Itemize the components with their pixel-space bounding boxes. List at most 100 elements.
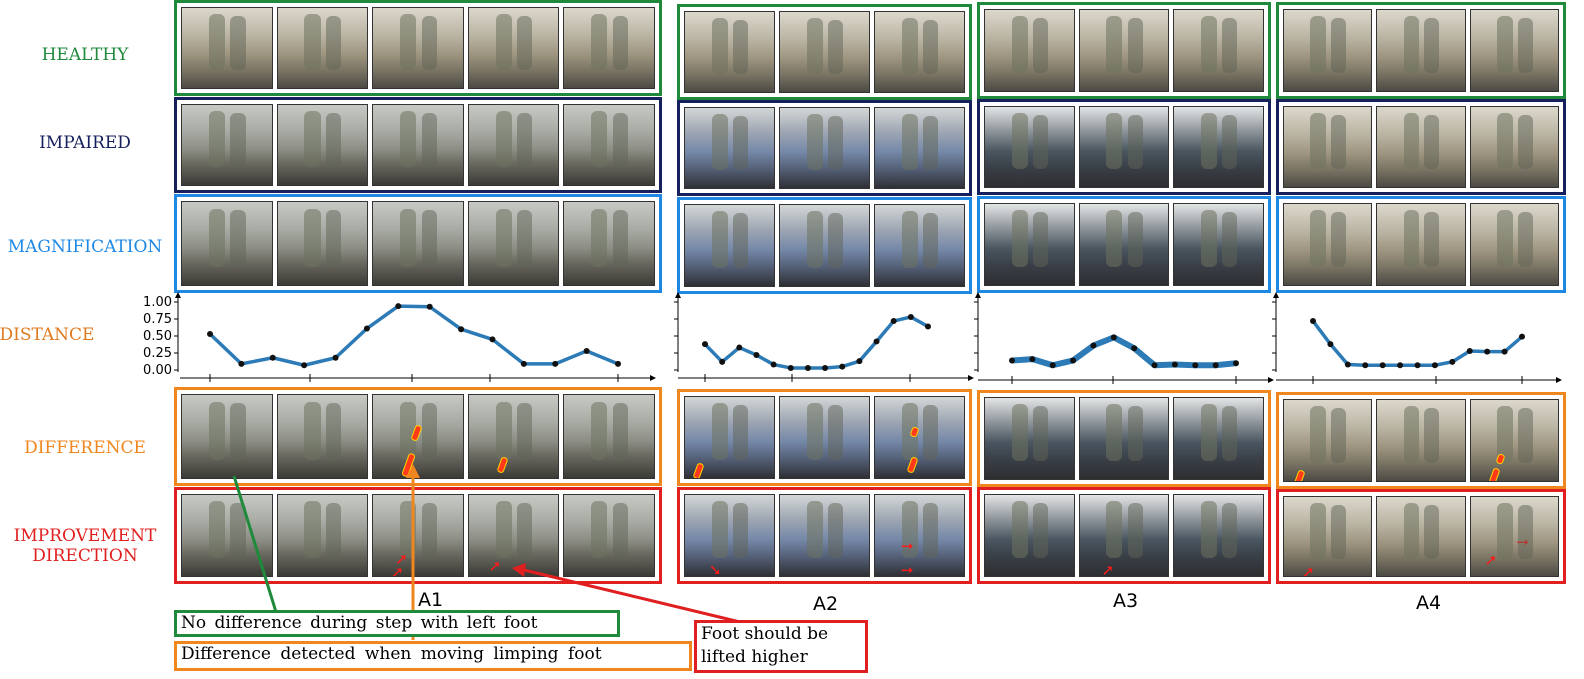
data-point — [1414, 362, 1421, 369]
frame — [684, 396, 775, 479]
data-point — [1151, 362, 1158, 369]
frame — [181, 201, 273, 286]
a3-magnification-panel — [977, 196, 1271, 293]
a3-impaired-panel — [977, 99, 1271, 195]
data-point — [1310, 318, 1316, 325]
frame — [563, 104, 655, 186]
a4-impaired-panel — [1276, 99, 1566, 195]
data-point — [1327, 341, 1334, 348]
frame — [1469, 203, 1559, 286]
data-point — [489, 336, 496, 343]
frame — [779, 11, 870, 93]
a1-impaired-panel — [174, 97, 662, 193]
frame — [1078, 9, 1170, 92]
data-point — [839, 363, 846, 370]
frame — [276, 104, 369, 186]
frame — [276, 201, 369, 286]
data-point — [787, 364, 794, 371]
frame — [1078, 203, 1170, 286]
data-point — [1090, 342, 1097, 349]
x-axis-arrowhead — [650, 375, 656, 381]
frame — [984, 9, 1075, 92]
data-point — [890, 318, 897, 325]
data-point — [1049, 362, 1056, 369]
y-tick-label: 0.25 — [143, 346, 172, 361]
y-tick-label: 0.50 — [143, 329, 172, 344]
a4-magnification-panel — [1276, 196, 1566, 293]
a1-healthy-panel — [174, 0, 662, 96]
data-point — [1344, 361, 1351, 368]
frame — [181, 494, 273, 577]
data-point — [736, 344, 743, 351]
series-line-a1 — [208, 304, 619, 367]
label-impaired: IMPAIRED — [39, 133, 131, 153]
y-axis-arrowhead — [675, 292, 681, 298]
frame — [1283, 203, 1373, 286]
series-line-a3 — [1011, 334, 1237, 369]
frame: ➚ ➚ — [372, 494, 464, 577]
frame — [874, 107, 965, 189]
data-point — [1110, 334, 1117, 341]
frame — [372, 201, 464, 286]
data-point — [770, 361, 777, 368]
data-point — [552, 360, 559, 367]
label-difference: DIFFERENCE — [24, 438, 146, 458]
data-point — [458, 326, 465, 333]
frame — [684, 11, 775, 93]
a3-healthy-panel — [977, 2, 1271, 99]
data-point — [873, 338, 880, 345]
data-point — [615, 360, 621, 367]
arrowhead-icon — [406, 464, 420, 478]
a1-magnification-panel — [174, 194, 662, 293]
frame — [1376, 399, 1466, 482]
data-point — [1131, 345, 1138, 352]
arrow-icon: ➚ — [391, 563, 404, 577]
data-point — [395, 303, 402, 310]
series-line-a2 — [703, 315, 929, 370]
frame — [372, 104, 464, 186]
frame — [181, 7, 273, 89]
frame — [684, 204, 775, 287]
frame — [1376, 203, 1466, 286]
data-point — [719, 358, 726, 365]
arrow-icon: ➚ — [1302, 563, 1315, 577]
frame — [467, 104, 560, 186]
data-point — [1519, 333, 1525, 340]
frame — [563, 494, 655, 577]
frame — [984, 203, 1075, 286]
connector-foot-lifted — [523, 568, 741, 624]
frame — [563, 394, 655, 479]
frame — [563, 201, 655, 286]
frame — [1173, 397, 1265, 480]
column-label-a4: A4 — [1416, 592, 1442, 614]
frame — [467, 394, 560, 479]
data-point — [207, 330, 213, 337]
frame — [276, 494, 369, 577]
frame — [874, 11, 965, 93]
data-point — [1362, 362, 1369, 369]
data-point — [426, 303, 433, 310]
data-point — [753, 352, 760, 359]
frame — [467, 201, 560, 286]
data-point — [238, 360, 245, 367]
frame — [1469, 9, 1559, 92]
a2-difference-panel — [677, 389, 972, 486]
frame: ➙ ➙ — [874, 494, 965, 577]
frame — [779, 107, 870, 189]
frame — [1283, 9, 1373, 92]
frame — [276, 394, 369, 479]
note-difference-detected: Difference detected when moving limping … — [174, 641, 692, 671]
a4-healthy-panel — [1276, 2, 1566, 99]
x-axis-arrowhead — [1268, 377, 1274, 383]
frame — [684, 107, 775, 189]
data-point — [301, 362, 308, 369]
frame — [1173, 106, 1265, 188]
arrowhead-icon — [512, 563, 526, 577]
a2-impaired-panel — [677, 100, 972, 196]
frame — [874, 204, 965, 287]
data-point — [1212, 362, 1219, 369]
data-point — [856, 358, 863, 365]
frame — [276, 7, 369, 89]
data-point — [520, 360, 527, 367]
